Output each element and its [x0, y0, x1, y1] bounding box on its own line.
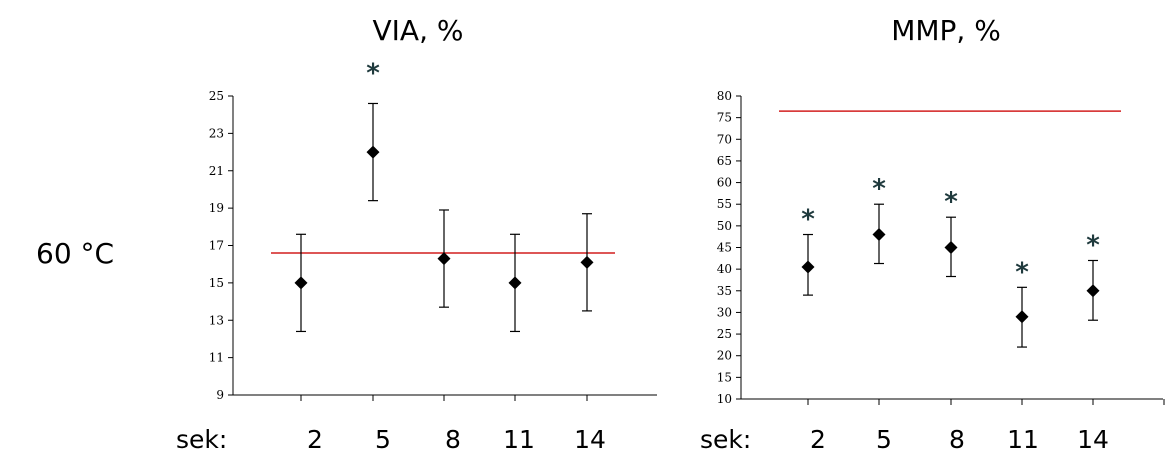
via-significance-marker: * — [366, 58, 380, 88]
via-point-14 — [580, 213, 594, 312]
via-x-prefix: sek: — [176, 425, 227, 454]
via-y-tick-label: 17 — [209, 239, 224, 253]
mmp-point-2: * — [801, 205, 815, 296]
mmp-y-tick-label: 45 — [717, 241, 732, 255]
via-y-tick-label: 21 — [209, 164, 224, 178]
mmp-significance-marker: * — [1015, 257, 1029, 287]
via-y-tick-label: 25 — [209, 89, 224, 103]
mmp-x-category-label: 14 — [1077, 425, 1109, 454]
via-diamond-marker — [580, 255, 594, 269]
mmp-point-11: * — [1015, 257, 1029, 348]
mmp-significance-marker: * — [1086, 230, 1100, 260]
via-y-tick-label: 11 — [209, 351, 224, 365]
via-point-11 — [508, 233, 522, 333]
mmp-y-tick-label: 80 — [717, 89, 732, 103]
row-label: 60 °C — [36, 237, 114, 270]
mmp-y-tick-label: 40 — [717, 262, 732, 276]
via-point-2 — [294, 233, 308, 333]
via-y-tick-label: 23 — [209, 126, 224, 140]
via-y-tick-label: 9 — [216, 388, 224, 402]
mmp-diamond-marker — [872, 228, 886, 242]
mmp-y-tick-label: 30 — [717, 305, 732, 319]
mmp-y-tick-label: 70 — [717, 132, 732, 146]
via-x-category-label: 8 — [445, 425, 461, 454]
mmp-diamond-marker — [944, 241, 958, 254]
via-point-8 — [437, 209, 451, 308]
via-diamond-marker — [508, 276, 522, 290]
mmp-chart-title: MMP, % — [891, 14, 1001, 47]
mmp-point-14: * — [1086, 230, 1100, 321]
via-x-category-label: 11 — [503, 425, 535, 454]
mmp-x-prefix: sek: — [700, 425, 751, 454]
mmp-y-tick-label: 25 — [717, 327, 732, 341]
mmp-y-tick-label: 60 — [717, 176, 732, 190]
via-diamond-marker — [366, 145, 380, 159]
via-point-5: * — [366, 58, 380, 202]
via-y-tick-label: 15 — [209, 276, 224, 290]
mmp-x-ticks — [807, 399, 1165, 405]
mmp-significance-marker: * — [944, 187, 958, 217]
mmp-y-tick-label: 20 — [717, 349, 732, 363]
mmp-diamond-marker — [1086, 284, 1100, 298]
mmp-data-points: * * * * * — [801, 174, 1100, 348]
mmp-significance-marker: * — [801, 205, 815, 235]
via-y-tick-label: 19 — [209, 201, 224, 215]
via-data-points: * — [294, 58, 594, 333]
mmp-point-8: * — [944, 187, 958, 278]
mmp-y-tick-label: 15 — [717, 370, 732, 384]
mmp-x-categories: 2 5 8 11 14 — [810, 425, 1109, 454]
via-x-category-label: 5 — [375, 425, 391, 454]
mmp-y-tick-label: 35 — [717, 284, 732, 298]
mmp-significance-marker: * — [872, 174, 886, 204]
mmp-x-category-label: 8 — [949, 425, 965, 454]
mmp-diamond-marker — [801, 260, 815, 274]
via-chart-title: VIA, % — [373, 14, 464, 47]
via-y-ticks: 9 11 13 15 17 19 21 23 25 — [209, 89, 233, 402]
mmp-point-5: * — [872, 174, 886, 265]
via-x-category-label: 2 — [307, 425, 323, 454]
mmp-diamond-marker — [1015, 310, 1029, 324]
via-diamond-marker — [437, 252, 451, 266]
mmp-y-tick-label: 50 — [717, 219, 732, 233]
via-x-category-label: 14 — [574, 425, 606, 454]
via-x-categories: 2 5 8 11 14 — [307, 425, 606, 454]
mmp-y-tick-label: 10 — [717, 392, 732, 406]
via-x-ticks — [300, 395, 588, 401]
mmp-y-tick-label: 65 — [717, 154, 732, 168]
via-y-tick-label: 13 — [209, 313, 224, 327]
mmp-x-category-label: 2 — [810, 425, 826, 454]
via-diamond-marker — [294, 276, 308, 290]
mmp-x-category-label: 5 — [876, 425, 892, 454]
mmp-y-ticks: 10 15 20 25 30 35 40 45 50 55 60 65 70 75 80 — [717, 89, 741, 406]
mmp-x-category-label: 11 — [1007, 425, 1039, 454]
mmp-y-tick-label: 75 — [717, 111, 732, 125]
mmp-y-tick-label: 55 — [717, 197, 732, 211]
